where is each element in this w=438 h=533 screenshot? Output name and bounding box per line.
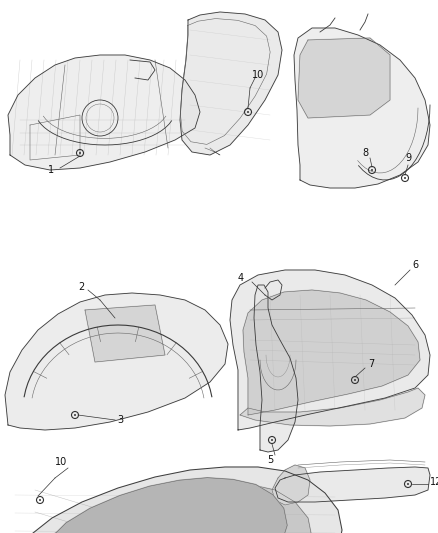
- Polygon shape: [8, 55, 200, 170]
- Circle shape: [271, 439, 273, 441]
- Polygon shape: [272, 465, 310, 505]
- Bar: [135, 338, 145, 346]
- Polygon shape: [254, 285, 298, 452]
- Polygon shape: [18, 482, 312, 533]
- Polygon shape: [230, 270, 430, 430]
- Polygon shape: [180, 12, 282, 155]
- Polygon shape: [5, 467, 342, 533]
- Circle shape: [407, 483, 409, 485]
- Circle shape: [39, 499, 41, 501]
- Circle shape: [371, 169, 373, 171]
- Polygon shape: [85, 305, 165, 362]
- Text: 1: 1: [48, 165, 54, 175]
- Text: 3: 3: [117, 415, 123, 425]
- Text: 4: 4: [238, 273, 244, 283]
- Circle shape: [404, 177, 406, 179]
- Text: 6: 6: [412, 260, 418, 270]
- Text: 10: 10: [252, 70, 264, 80]
- Text: 10: 10: [55, 457, 67, 467]
- Bar: [135, 314, 145, 322]
- Text: 8: 8: [362, 148, 368, 158]
- Polygon shape: [298, 38, 390, 118]
- Bar: [100, 316, 110, 324]
- Text: 12: 12: [430, 477, 438, 487]
- Polygon shape: [5, 293, 228, 430]
- Circle shape: [354, 379, 356, 381]
- Polygon shape: [37, 478, 287, 533]
- Polygon shape: [294, 28, 430, 188]
- Text: 5: 5: [267, 455, 273, 465]
- Polygon shape: [243, 290, 420, 415]
- Circle shape: [74, 414, 76, 416]
- Polygon shape: [275, 467, 430, 502]
- Polygon shape: [240, 388, 425, 426]
- Text: 9: 9: [405, 153, 411, 163]
- Text: 2: 2: [78, 282, 84, 292]
- Circle shape: [247, 111, 249, 113]
- Text: 7: 7: [368, 359, 374, 369]
- Bar: [100, 341, 110, 349]
- Circle shape: [79, 152, 81, 154]
